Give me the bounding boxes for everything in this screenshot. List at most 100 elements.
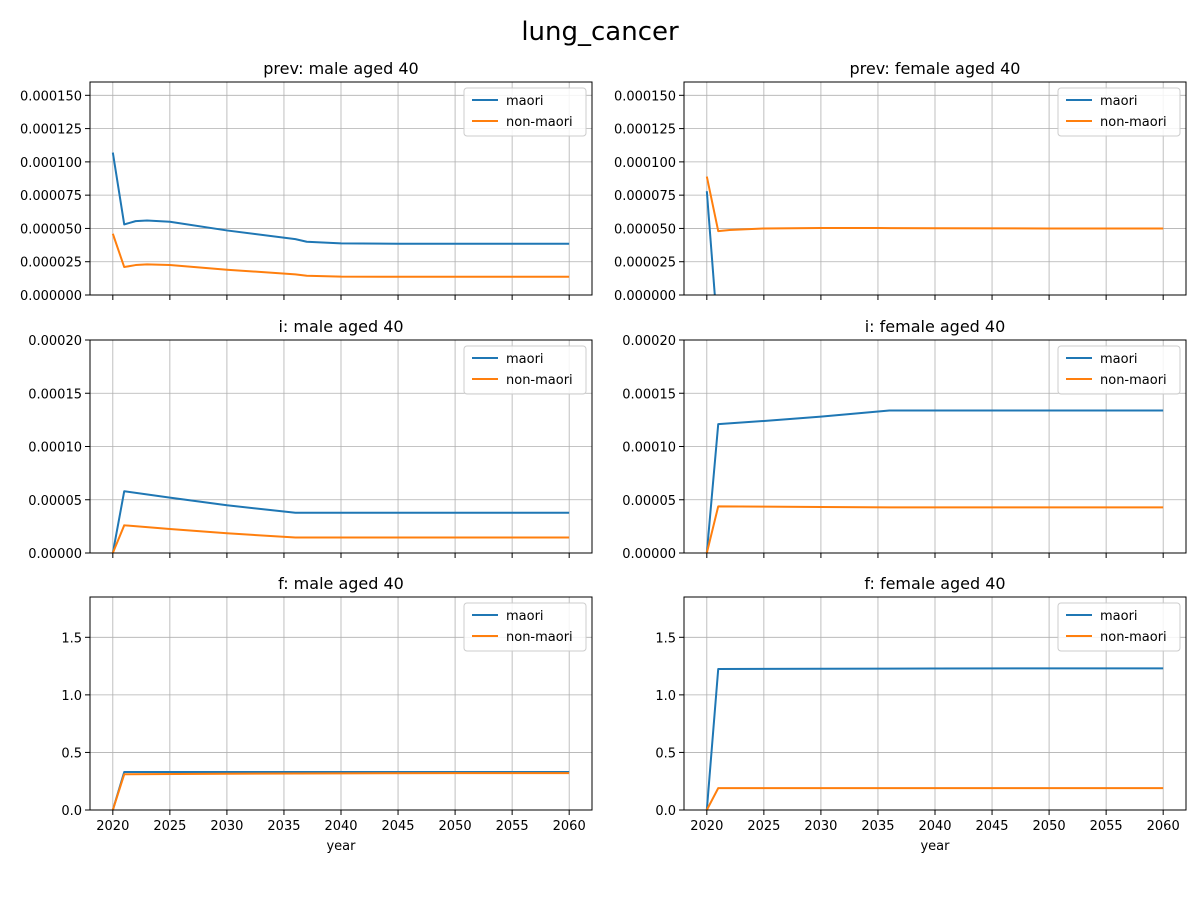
legend-label: maori (506, 609, 544, 624)
y-tick-label: 0.00010 (622, 441, 676, 456)
y-tick-label: 1.0 (61, 689, 82, 704)
y-tick-label: 0.5 (655, 746, 676, 761)
axes-frame (683, 339, 1187, 554)
x-tick-label: 2050 (1033, 819, 1066, 834)
y-tick-label: 0.00000 (28, 547, 82, 562)
y-tick-label: 0.00010 (28, 441, 82, 456)
subplot-title: i: male aged 40 (278, 317, 403, 336)
y-tick-label: 1.5 (61, 631, 82, 646)
series-line-non-maori (111, 772, 570, 810)
series-line-non-maori (705, 176, 1164, 233)
y-tick-label: 0.00015 (622, 387, 676, 402)
legend-label: non-maori (506, 630, 573, 645)
subplot-3: i: male aged 40 0.00000 0.00005 0.00010 0.00… (28, 317, 593, 562)
y-tick-label: 1.0 (655, 689, 676, 704)
legend-label: maori (1100, 609, 1138, 624)
x-tick-label: 2055 (1090, 819, 1123, 834)
legend-label: maori (1100, 94, 1138, 109)
legend-label: non-maori (1100, 115, 1167, 130)
y-tick-label: 0.000125 (20, 123, 82, 138)
series-line-maori (111, 490, 570, 553)
y-tick-label: 0.00020 (28, 334, 82, 349)
legend-label: non-maori (506, 115, 573, 130)
axes-frame (683, 81, 1187, 296)
x-tick-label: 2040 (324, 819, 357, 834)
figure-title: lung_cancer (521, 17, 679, 47)
y-tick-label: 0.000050 (614, 222, 676, 237)
series-line-maori (705, 667, 1164, 810)
x-tick-label: 2055 (496, 819, 529, 834)
y-tick-label: 0.5 (61, 746, 82, 761)
x-tick-label: 2030 (210, 819, 243, 834)
x-tick-label: 2020 (690, 819, 723, 834)
y-tick-label: 0.000100 (614, 156, 676, 171)
y-tick-label: 0.000025 (20, 256, 82, 271)
legend-label: non-maori (1100, 630, 1167, 645)
x-tick-label: 2020 (96, 819, 129, 834)
y-tick-label: 0.000100 (20, 156, 82, 171)
legend-label: maori (506, 352, 544, 367)
y-tick-label: 0.000000 (20, 289, 82, 304)
y-tick-label: 0.00020 (622, 334, 676, 349)
x-tick-label: 2050 (439, 819, 472, 834)
y-tick-label: 0.00000 (622, 547, 676, 562)
y-tick-label: 0.000150 (20, 89, 82, 104)
legend-label: non-maori (506, 373, 573, 388)
series-line-non-maori (705, 505, 1164, 553)
legend-label: maori (1100, 352, 1138, 367)
legend-label: maori (506, 94, 544, 109)
y-tick-label: 0.000075 (614, 189, 676, 204)
y-tick-label: 0.00005 (622, 494, 676, 509)
subplot-1: prev: male aged 40 0.000000 0.000025 0.0000… (20, 59, 593, 304)
series-line-maori (111, 152, 570, 245)
y-tick-label: 0.0 (655, 804, 676, 819)
x-tick-label: 2040 (918, 819, 951, 834)
x-tick-label: 2045 (381, 819, 414, 834)
series-line-non-maori (111, 233, 570, 278)
y-tick-label: 0.00005 (28, 494, 82, 509)
y-tick-label: 0.000125 (614, 123, 676, 138)
series-line-maori (705, 409, 1164, 553)
subplot-6: f: female aged 40 2020 2025 2030 2035 2040 204… (655, 574, 1187, 854)
subplot-title: prev: male aged 40 (263, 59, 418, 78)
x-tick-label: 2060 (553, 819, 586, 834)
legend: maori non-maori (1057, 87, 1181, 137)
subplot-title: f: female aged 40 (864, 574, 1005, 593)
subplot-title: i: female aged 40 (865, 317, 1006, 336)
legend-label: non-maori (1100, 373, 1167, 388)
x-tick-label: 2060 (1147, 819, 1180, 834)
y-tick-label: 0.000000 (614, 289, 676, 304)
y-tick-label: 0.000025 (614, 256, 676, 271)
subplot-5: f: male aged 40 2020 2025 2030 2035 2040 2045 2… (61, 574, 593, 854)
series-line-non-maori (111, 524, 570, 553)
x-tick-label: 2030 (804, 819, 837, 834)
subplot-4: i: female aged 40 0.00000 0.00005 0.00010 0.… (622, 317, 1187, 562)
subplot-2: prev: female aged 40 0.000000 0.000025 0.00… (614, 59, 1187, 304)
x-tick-label: 2025 (747, 819, 780, 834)
x-tick-label: 2025 (153, 819, 186, 834)
series-line-maori (705, 191, 716, 295)
x-axis-label: year (326, 839, 356, 854)
axes-frame (89, 596, 593, 811)
y-tick-label: 0.000150 (614, 89, 676, 104)
axes-frame (89, 339, 593, 554)
y-tick-label: 0.0 (61, 804, 82, 819)
y-tick-label: 1.5 (655, 631, 676, 646)
y-tick-label: 0.000075 (20, 189, 82, 204)
legend: maori non-maori (1057, 345, 1181, 395)
axes-frame (683, 596, 1187, 811)
x-tick-label: 2035 (267, 819, 300, 834)
subplot-title: f: male aged 40 (278, 574, 404, 593)
y-tick-label: 0.000050 (20, 222, 82, 237)
subplot-grid: prev: male aged 40 0.000000 0.000025 0.0000… (20, 59, 1187, 854)
legend: maori non-maori (1057, 602, 1181, 652)
axes-frame (89, 81, 593, 296)
x-tick-label: 2035 (861, 819, 894, 834)
x-axis-label: year (920, 839, 950, 854)
legend: maori non-maori (463, 345, 587, 395)
y-tick-label: 0.00015 (28, 387, 82, 402)
x-tick-label: 2045 (975, 819, 1008, 834)
series-line-non-maori (705, 787, 1164, 810)
legend: maori non-maori (463, 87, 587, 137)
